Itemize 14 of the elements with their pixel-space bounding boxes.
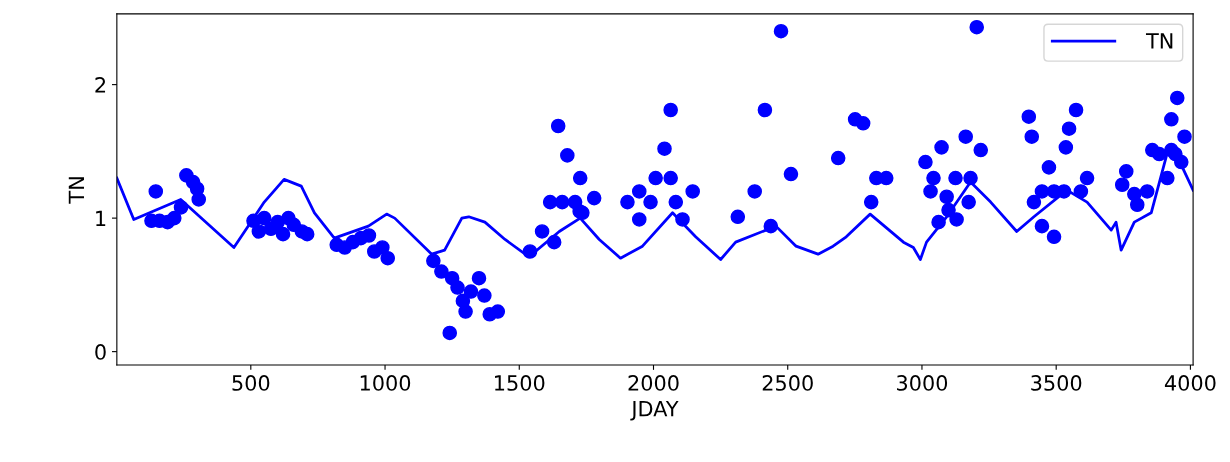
x-tick-label: 1500: [495, 375, 545, 391]
y-tick-label: 1: [96, 210, 106, 227]
x-tick-label: 2500: [762, 375, 813, 391]
y-axis-title: TN: [68, 177, 84, 204]
y-tick-label: 0: [95, 344, 106, 360]
x-tick-label: 1000: [360, 375, 411, 391]
x-tick-label: 2000: [628, 375, 679, 391]
x-tick-label: 3000: [897, 375, 948, 391]
x-tick-label: 3500: [1031, 375, 1082, 391]
x-tick-label: 500: [232, 375, 270, 391]
legend-label: TN: [1145, 33, 1173, 49]
y-tick-label: 2: [95, 77, 106, 93]
x-tick-label: 4000: [1164, 375, 1216, 391]
x-axis-title: JDAY: [630, 401, 679, 421]
